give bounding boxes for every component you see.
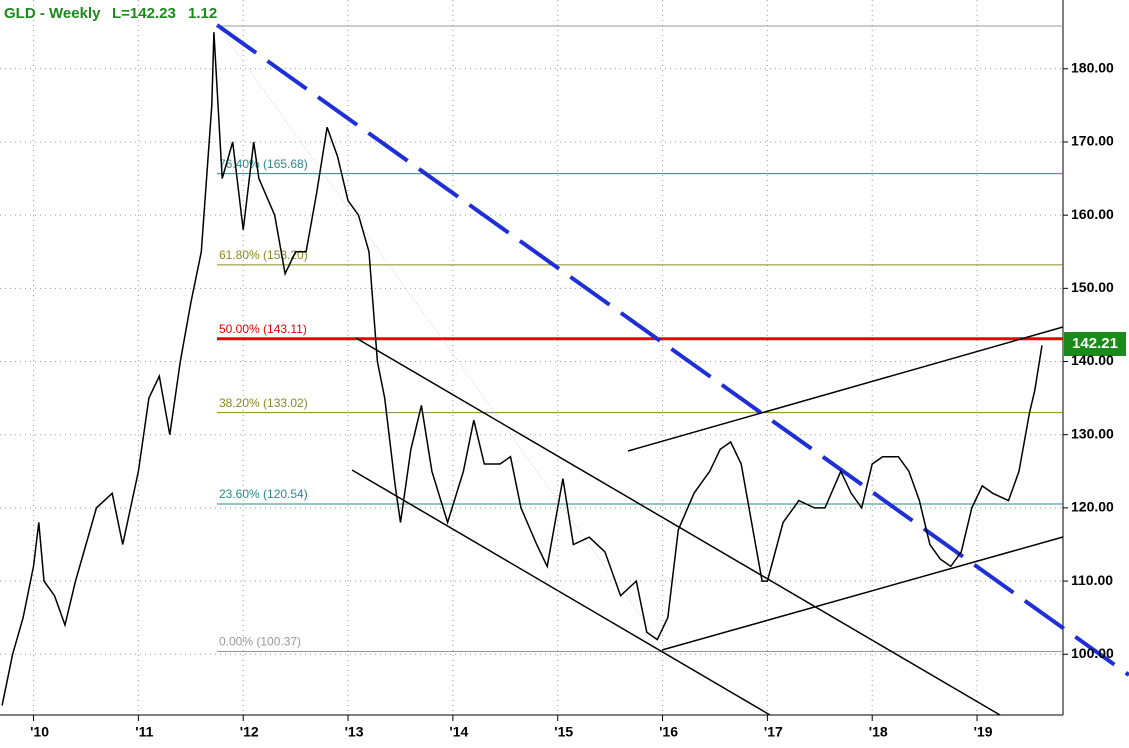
chart-title: GLD - Weekly [4, 5, 101, 22]
x-tick-label: '19 [974, 724, 993, 740]
y-tick-label: 180.00 [1071, 59, 1114, 75]
y-tick-label: 170.00 [1071, 133, 1114, 149]
y-tick-label: 130.00 [1071, 425, 1114, 441]
y-tick-label: 100.00 [1071, 645, 1114, 661]
y-tick-label: 160.00 [1071, 206, 1114, 222]
x-tick-label: '10 [30, 724, 49, 740]
x-tick-label: '11 [135, 724, 153, 740]
y-tick-label: 140.00 [1071, 352, 1114, 368]
channel-upper [355, 337, 1001, 716]
up-channel-upper [627, 326, 1064, 452]
fib-label: 61.80% (153.20) [219, 248, 308, 262]
x-tick-label: '12 [240, 724, 259, 740]
fib-levels: 76.40% (165.68) 61.80% (153.20) 50.00% (14… [217, 25, 1063, 653]
fib-label: 76.40% (165.68) [219, 157, 308, 171]
price-tag: 142.21 [1072, 335, 1118, 352]
x-tick-label: '17 [764, 724, 783, 740]
fib-label: 23.60% (120.54) [219, 487, 308, 501]
last-price: L=142.23 [112, 5, 176, 22]
grid [0, 0, 1063, 715]
fib-label: 38.20% (133.02) [219, 396, 308, 410]
x-tick-label: '16 [659, 724, 678, 740]
change: 1.12 [188, 5, 217, 22]
x-tick-label: '18 [869, 724, 888, 740]
x-tick-label: '15 [554, 724, 573, 740]
plot [1, 32, 1043, 706]
price-tag-box [1064, 332, 1126, 356]
up-channel-lower [661, 536, 1064, 651]
channel-lower [351, 469, 771, 716]
x-tick-label: '14 [449, 724, 468, 740]
fib-label: 50.00% (143.11) [219, 322, 307, 336]
x-tick-label: '13 [345, 724, 364, 740]
y-tick-label: 150.00 [1071, 279, 1114, 295]
trendlines [215, 23, 1129, 716]
price-line [1, 32, 1043, 706]
y-tick-label: 110.00 [1071, 572, 1113, 588]
fib-label: 0.00% (100.37) [219, 635, 301, 649]
fib-baseline [216, 24, 666, 651]
y-tick-label: 120.00 [1071, 499, 1114, 515]
downtrend-line [215, 23, 1129, 677]
